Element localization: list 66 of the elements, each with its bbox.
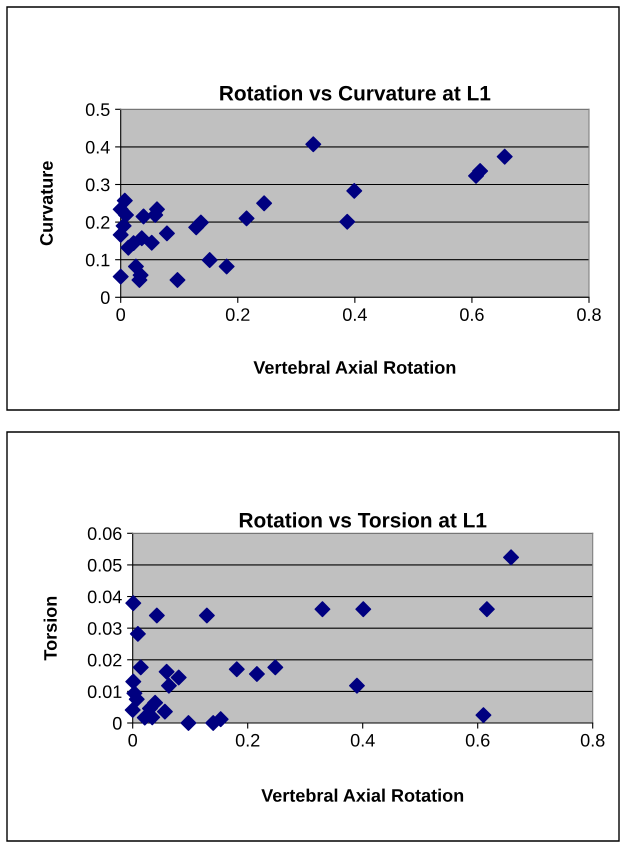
point: [496, 148, 513, 165]
y-tick-label: 0.2: [86, 216, 110, 229]
point: [136, 208, 152, 224]
y-tick-label: 0.3: [86, 178, 110, 192]
point: [238, 210, 255, 226]
point: [156, 704, 173, 720]
point: [125, 674, 142, 690]
y-tick-label: 0.03: [88, 622, 122, 635]
point: [267, 659, 284, 676]
point: [339, 214, 356, 230]
x-tick-label: 0.6: [460, 308, 484, 321]
point: [198, 608, 215, 624]
point: [128, 258, 144, 274]
point: [112, 201, 129, 218]
point: [218, 258, 235, 274]
point: [248, 666, 265, 682]
y-tick-label: 0.05: [88, 558, 122, 572]
x-tick-label: 0.4: [350, 734, 375, 747]
point: [188, 219, 204, 236]
point: [348, 678, 365, 694]
x-tick-label: 0.6: [466, 734, 490, 747]
point: [256, 195, 272, 212]
y-tick-label: 0.06: [88, 527, 122, 540]
point: [132, 659, 149, 676]
y-tick-label: 0.1: [86, 254, 110, 266]
point: [355, 601, 372, 618]
point: [124, 702, 141, 718]
point: [170, 669, 187, 686]
point: [158, 225, 175, 242]
x-tick-label: 0.2: [236, 734, 260, 747]
point: [130, 626, 146, 642]
x-tick-label: 0.8: [580, 734, 604, 747]
point: [475, 707, 492, 724]
y-axis-title: Torsion: [44, 596, 57, 660]
y-tick-label: 0.4: [86, 140, 110, 154]
chart-title: Rotation vs Curvature at L1: [220, 85, 490, 101]
y-axis-title: Curvature: [40, 161, 53, 246]
y-tick-label: 0.04: [88, 590, 122, 604]
point: [503, 549, 520, 566]
point: [144, 234, 160, 251]
x-axis-title: Vertebral Axial Rotation: [261, 788, 464, 802]
point: [170, 272, 186, 288]
point: [125, 595, 142, 612]
point: [478, 601, 495, 618]
x-tick-label: 0.4: [343, 308, 367, 321]
point: [112, 226, 129, 243]
x-tick-label: 0.8: [577, 308, 601, 321]
point: [228, 661, 245, 678]
point: [112, 268, 129, 285]
point: [202, 252, 218, 268]
point: [346, 182, 362, 199]
x-tick-label: 0.2: [226, 308, 250, 321]
point: [148, 608, 165, 624]
point: [160, 678, 177, 694]
x-axis-title: Vertebral Axial Rotation: [253, 360, 456, 374]
x-tick-label: 0: [128, 734, 138, 747]
point: [305, 136, 322, 152]
y-tick-label: 0.5: [86, 103, 110, 116]
point: [314, 601, 330, 618]
point: [180, 715, 196, 731]
point: [158, 664, 175, 680]
y-tick-label: 0.02: [88, 654, 122, 666]
chart-title: Rotation vs Torsion at L1: [240, 512, 486, 528]
y-tick-label: 0: [112, 716, 122, 730]
y-tick-label: 0: [100, 291, 110, 304]
y-tick-label: 0.01: [88, 685, 122, 698]
